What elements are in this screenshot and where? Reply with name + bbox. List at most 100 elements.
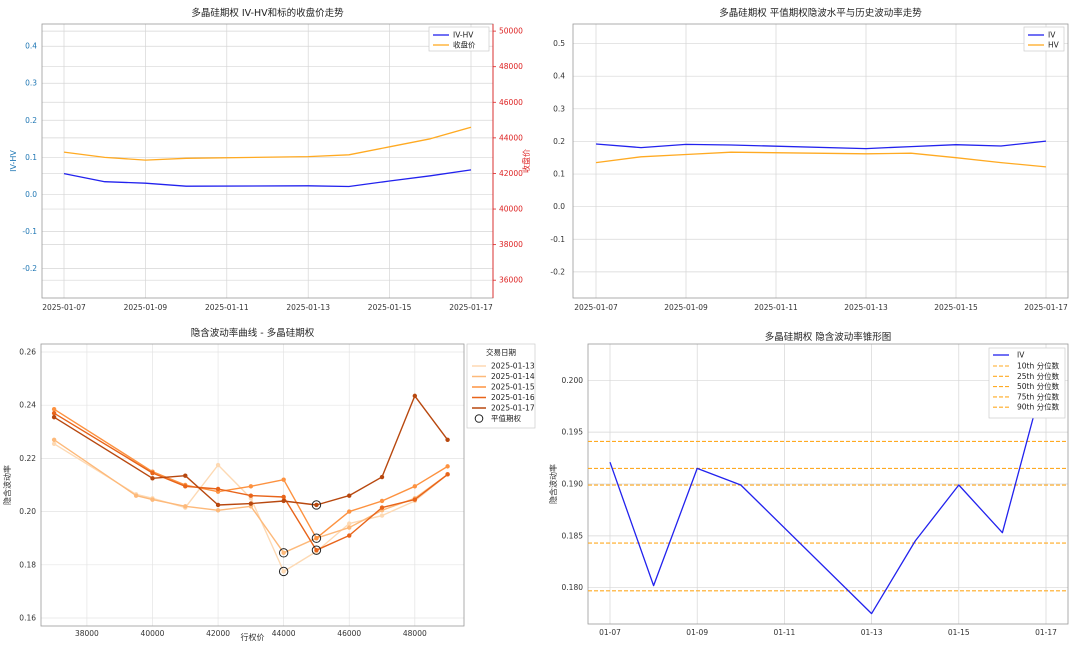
ivhv-series-line <box>63 169 472 188</box>
y-tick-label: 0.3 <box>25 79 37 88</box>
smile-point <box>215 502 221 508</box>
x-tick-label: 2025-01-17 <box>1024 303 1068 312</box>
x-tick-label: 01-13 <box>861 628 883 637</box>
legend-box <box>466 343 536 429</box>
y2-tick-label: 40000 <box>499 205 523 214</box>
y-tick-label: -0.2 <box>22 264 37 273</box>
x-axis-label: 行权价 <box>241 632 265 642</box>
y-tick-label: 0.2 <box>553 137 565 146</box>
y-tick-label: 0.20 <box>19 507 36 516</box>
legend-label: 2025-01-15 <box>491 383 535 392</box>
smile-point <box>314 536 319 541</box>
legend-label-quantile: 25th 分位数 <box>1017 371 1060 381</box>
x-tick-label: 48000 <box>403 629 427 638</box>
x-tick-label: 01-17 <box>1035 628 1057 637</box>
y-tick-label: 0.180 <box>562 583 584 592</box>
y2-tick-label: 36000 <box>499 276 523 285</box>
legend-swatch-atm <box>474 414 484 423</box>
atm-marker <box>278 566 289 577</box>
x-tick-label: 2025-01-11 <box>754 303 798 312</box>
smile-point <box>51 410 57 416</box>
y-tick-label: 0.4 <box>25 42 37 51</box>
x-tick-label: 01-07 <box>599 628 621 637</box>
x-tick-label: 2025-01-15 <box>368 303 412 312</box>
legend-label: 2025-01-16 <box>491 393 535 402</box>
smile-point <box>347 521 352 526</box>
x-tick-label: 01-15 <box>948 628 970 637</box>
smile-point <box>347 493 352 498</box>
smile-point <box>314 547 319 553</box>
smile-line-2025-01-13 <box>53 443 449 573</box>
y-tick-label: 0.22 <box>19 454 36 463</box>
x-tick-label: 2025-01-07 <box>574 303 618 312</box>
smile-line-2025-01-14 <box>53 439 449 554</box>
smile-point <box>183 473 188 478</box>
chart-title: 多晶硅期权 平值期权隐波水平与历史波动率走势 <box>719 7 922 19</box>
x-tick-label: 46000 <box>337 629 361 638</box>
iv-series-line <box>595 140 1047 150</box>
x-tick-label: 44000 <box>272 629 296 638</box>
ivhv-close-chart: 2025-01-07 2025-01-09 2025-01-11 2025-01-13… <box>9 7 531 312</box>
smile-point <box>51 437 57 442</box>
smile-point <box>51 441 57 446</box>
x-tick-label: 01-11 <box>774 628 796 637</box>
y-tick-label: 0.26 <box>19 347 36 356</box>
y-tick-label: 0.16 <box>19 614 36 623</box>
y2-tick-label: 38000 <box>499 240 523 249</box>
smile-point <box>445 437 450 442</box>
x-tick-label: 2025-01-09 <box>664 303 708 312</box>
legend-box <box>988 347 1066 419</box>
y2-tick-label: 50000 <box>499 27 523 36</box>
legend-label: 2025-01-14 <box>491 372 535 381</box>
legend-label: 2025-01-13 <box>491 362 535 371</box>
chart-title: 多晶硅期权 隐含波动率锥形图 <box>765 331 892 343</box>
smile-point <box>347 509 352 514</box>
smile-point <box>379 474 385 480</box>
plot-frame <box>587 343 1069 625</box>
legend-label-atm: 平值期权 <box>491 413 521 423</box>
y-tick-label: 0.4 <box>553 72 565 81</box>
legend-label-quantile: 10th 分位数 <box>1017 361 1060 371</box>
x-tick-label: 2025-01-15 <box>934 303 978 312</box>
x-tick-label: 2025-01-13 <box>286 303 330 312</box>
smile-point <box>347 533 352 538</box>
smile-point <box>281 569 286 574</box>
smile-point <box>215 508 221 513</box>
y-axis-label: 隐含波动率 <box>548 464 558 504</box>
iv-cone-chart: 01-07 01-09 01-11 01-13 01-15 01-17 0.180 0.185… <box>548 331 1069 637</box>
plot-frame <box>572 23 1069 299</box>
smile-point <box>379 498 385 504</box>
y-tick-label: 0.1 <box>25 153 37 162</box>
smile-point <box>248 501 254 506</box>
atm-marker <box>311 500 322 510</box>
x-tick-label: 38000 <box>75 629 99 638</box>
legend-label-iv: IV <box>1017 351 1025 360</box>
smile-point <box>412 497 418 502</box>
iv-cone-line <box>609 369 1047 615</box>
iv-smile-chart: 38000 40000 42000 44000 46000 48000 0.16 0.18 0.… <box>2 327 536 642</box>
legend-title: 交易日期 <box>486 347 516 357</box>
smile-point <box>347 525 352 530</box>
y-tick-label: 0.190 <box>562 480 584 489</box>
y-tick-label: 0.185 <box>562 531 584 540</box>
smile-point <box>248 493 254 498</box>
legend-box <box>428 26 490 52</box>
y2-axis-label: 收盘价 <box>521 149 531 173</box>
smile-point <box>379 505 385 510</box>
y-tick-label: -0.2 <box>550 267 565 276</box>
y2-tick-label: 48000 <box>499 62 523 71</box>
chart-title: 隐含波动率曲线 - 多晶硅期权 <box>191 327 315 339</box>
y-axis-label: 隐含波动率 <box>2 465 12 505</box>
smile-point <box>150 476 155 481</box>
smile-point <box>183 504 188 509</box>
smile-point <box>215 486 221 492</box>
y-tick-label: 0.3 <box>553 104 565 113</box>
atm-marker <box>311 533 322 543</box>
smile-point <box>281 477 286 482</box>
smile-point <box>248 484 254 489</box>
legend-label-ivhv: IV-HV <box>453 31 474 40</box>
smile-point <box>183 484 188 489</box>
smile-point <box>281 494 286 500</box>
x-tick-label: 2025-01-13 <box>844 303 888 312</box>
plot-frame <box>41 23 494 299</box>
